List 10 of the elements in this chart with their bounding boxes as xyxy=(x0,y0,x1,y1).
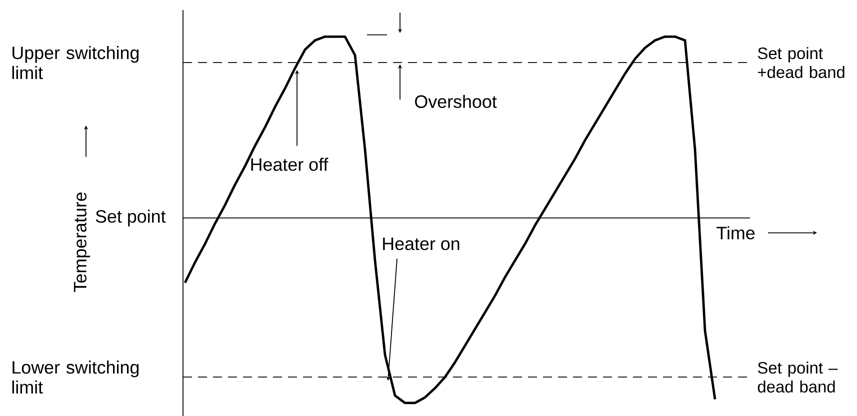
ref-line-label: Set point xyxy=(96,209,166,226)
ref-line-label: Set point –dead band xyxy=(758,361,838,392)
x-axis-title: Time xyxy=(716,226,755,240)
text: Upper switching limit xyxy=(12,46,139,79)
annotation: Heater off xyxy=(251,158,328,171)
ref-line-label: Set point +dead band xyxy=(758,46,844,78)
annotation: Heater on xyxy=(383,237,460,250)
text: Lower switching limit xyxy=(12,360,139,394)
annotation: Overshoot xyxy=(415,94,497,108)
text: Temperature xyxy=(74,192,90,292)
